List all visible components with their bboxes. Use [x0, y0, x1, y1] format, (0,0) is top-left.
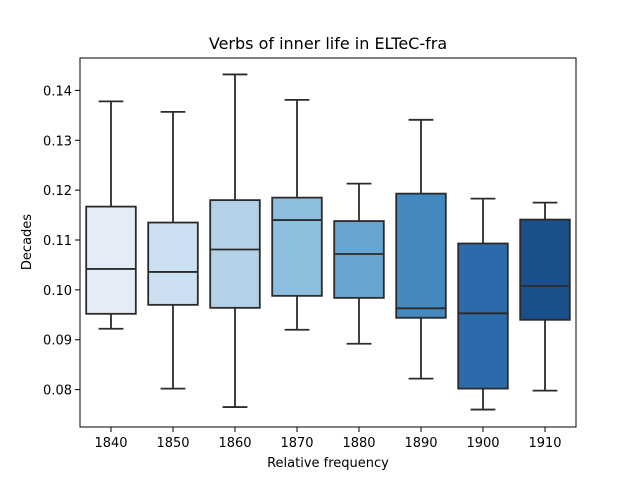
x-tick-label: 1860: [218, 436, 251, 451]
x-tick-label: 1910: [528, 436, 561, 451]
x-tick-label: 1890: [404, 436, 437, 451]
x-axis-label: Relative frequency: [267, 456, 389, 471]
y-tick-label: 0.13: [43, 134, 72, 149]
chart-title: Verbs of inner life in ELTeC-fra: [209, 34, 447, 53]
y-axis: 0.08 0.09 0.10 0.11 0.12 0.13 0.14: [43, 84, 80, 399]
box-group: [85, 73, 571, 411]
iqr-box-1880: [333, 220, 385, 299]
iqr-box-1850: [147, 221, 199, 306]
box-1900: [457, 197, 509, 411]
x-tick-label: 1850: [156, 436, 189, 451]
box-1880: [333, 182, 385, 345]
box-1910: [519, 201, 571, 392]
plot-frame: [79, 57, 577, 428]
x-tick-label: 1880: [342, 436, 375, 451]
y-tick-label: 0.10: [43, 284, 72, 299]
x-tick-label: 1900: [466, 436, 499, 451]
y-axis-label: Decades: [20, 214, 35, 270]
iqr-box-1900: [457, 242, 509, 390]
box-1860: [209, 73, 261, 408]
iqr-box-1840: [85, 205, 137, 315]
iqr-box-1860: [209, 199, 261, 309]
iqr-box-1890: [395, 192, 447, 319]
box-1870: [271, 98, 323, 331]
y-tick-label: 0.12: [43, 184, 72, 199]
x-axis: 1840 1850 1860 1870 1880 1890 1900 1910: [94, 427, 562, 451]
iqr-box-1910: [519, 218, 571, 321]
y-tick-label: 0.09: [43, 334, 72, 349]
y-tick-label: 0.14: [43, 84, 72, 99]
y-tick-label: 0.11: [43, 234, 72, 249]
x-tick-label: 1870: [280, 436, 313, 451]
y-tick-label: 0.08: [43, 384, 72, 399]
box-1850: [147, 110, 199, 390]
x-tick-label: 1840: [94, 436, 127, 451]
box-1890: [395, 118, 447, 380]
box-1840: [85, 100, 137, 330]
iqr-box-1870: [271, 196, 323, 297]
